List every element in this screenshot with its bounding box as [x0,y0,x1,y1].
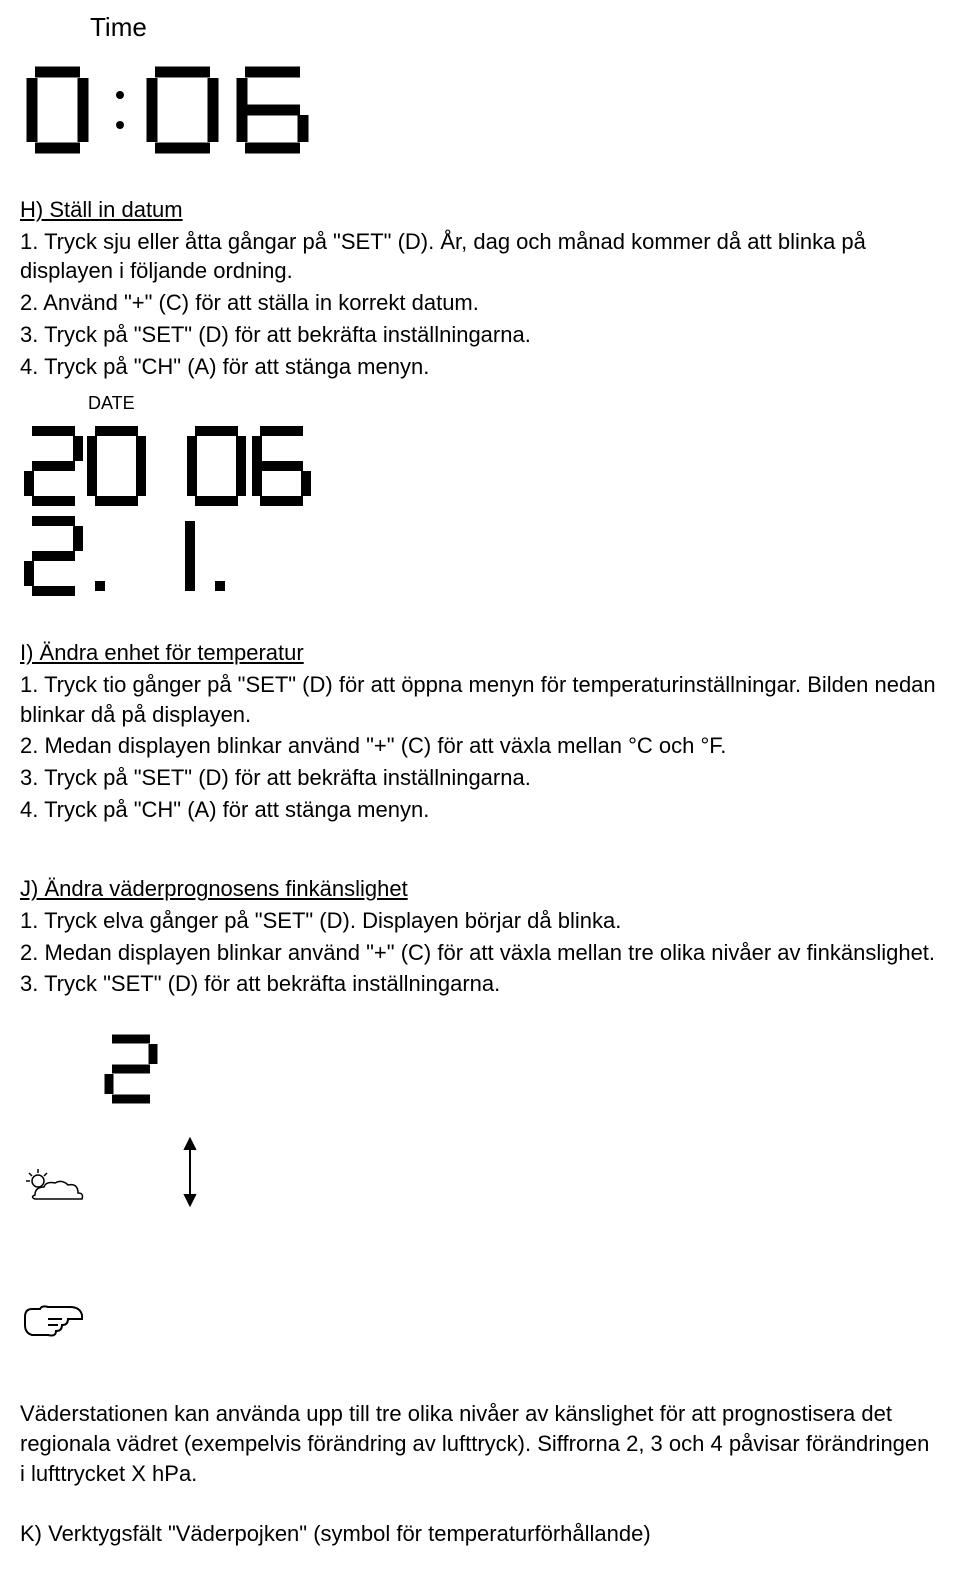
list-item: 1. Tryck tio gånger på "SET" (D) för att… [20,670,940,729]
pointing-hand-icon [20,1297,90,1342]
date-display [20,421,940,609]
section-j-title: J) Ändra väderprognosens finkänslighet [20,874,940,904]
note-text: Väderstationen kan använda upp till tre … [20,1399,940,1488]
time-digits-svg [20,60,360,160]
time-label: Time [90,10,940,45]
list-item: 2. Använd "+" (C) för att ställa in korr… [20,288,940,318]
date-label: DATE [88,391,940,415]
list-item: 3. Tryck "SET" (D) för att bekräfta inst… [20,969,940,999]
section-j-list: 1. Tryck elva gånger på "SET" (D). Displ… [20,906,940,999]
updown-arrow-icon [180,1137,200,1207]
time-display [20,60,940,160]
list-item: 3. Tryck på "SET" (D) för att bekräfta i… [20,763,940,793]
sensitivity-digit-svg [100,1029,260,1109]
cloud-sun-icon [20,1167,90,1207]
section-i-title: I) Ändra enhet för temperatur [20,638,940,668]
section-h-title: H) Ställ in datum [20,195,940,225]
list-item: 1. Tryck elva gånger på "SET" (D). Displ… [20,906,940,936]
list-item: 3. Tryck på "SET" (D) för att bekräfta i… [20,320,940,350]
list-item: 4. Tryck på "CH" (A) för att stänga meny… [20,352,940,382]
list-item: 2. Medan displayen blinkar använd "+" (C… [20,938,940,968]
sensitivity-display [20,1009,940,1117]
section-h-list: 1. Tryck sju eller åtta gångar på "SET" … [20,227,940,381]
date-digits-svg [20,421,360,601]
section-k-title: K) Verktygsfält "Väderpojken" (symbol fö… [20,1519,940,1549]
weather-icons-row [20,1137,940,1207]
list-item: 2. Medan displayen blinkar använd "+" (C… [20,731,940,761]
section-i-list: 1. Tryck tio gånger på "SET" (D) för att… [20,670,940,824]
list-item: 1. Tryck sju eller åtta gångar på "SET" … [20,227,940,286]
list-item: 4. Tryck på "CH" (A) för att stänga meny… [20,795,940,825]
